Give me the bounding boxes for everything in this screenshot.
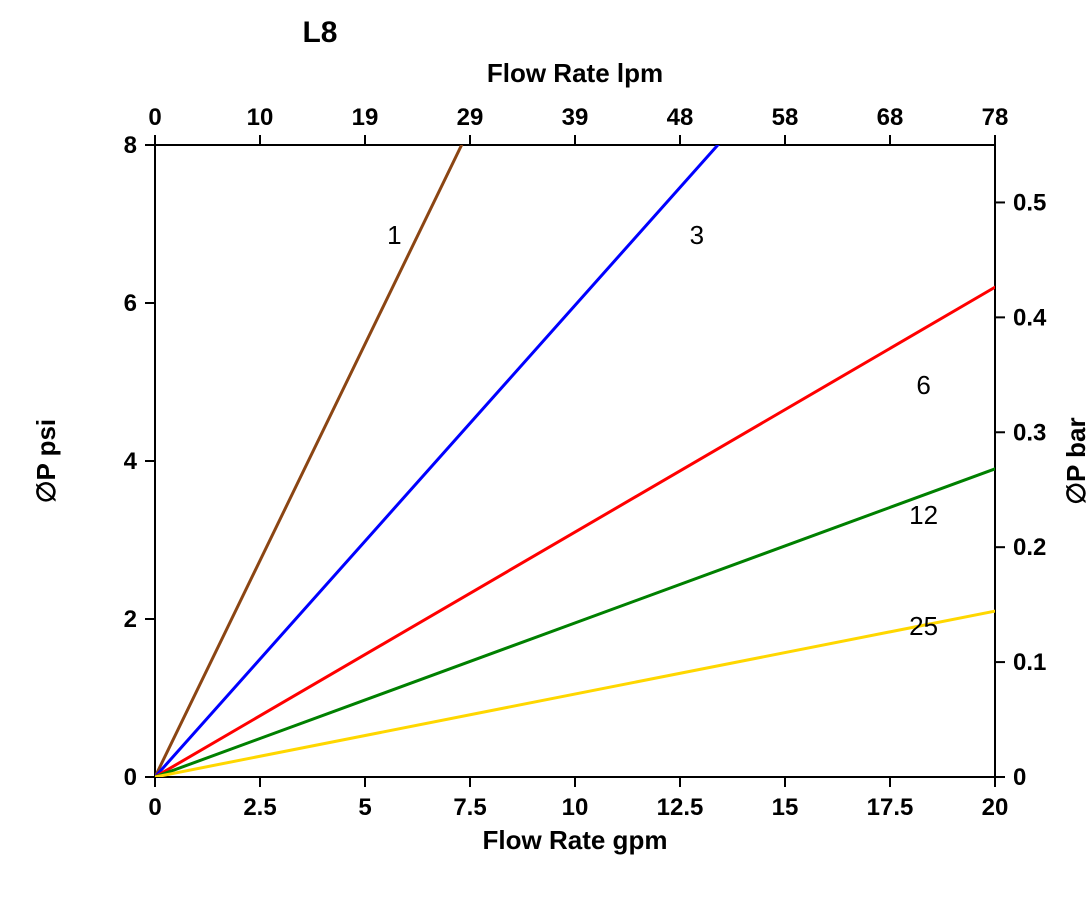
tick-label-left: 0 xyxy=(124,764,137,791)
tick-label-left: 4 xyxy=(124,448,138,475)
tick-label-top: 10 xyxy=(247,104,274,131)
series-label-1: 1 xyxy=(387,220,401,250)
tick-label-left: 2 xyxy=(124,606,137,633)
tick-label-bottom: 0 xyxy=(148,794,161,821)
tick-label-right: 0.1 xyxy=(1013,649,1046,676)
series-label-25: 25 xyxy=(909,611,938,641)
axis-title-right: ∅P bar xyxy=(1061,417,1086,504)
tick-label-bottom: 17.5 xyxy=(867,794,914,821)
tick-label-right: 0 xyxy=(1013,764,1026,791)
tick-label-left: 8 xyxy=(124,132,137,159)
series-label-6: 6 xyxy=(916,370,930,400)
axis-title-bottom: Flow Rate gpm xyxy=(483,825,668,855)
tick-label-right: 0.4 xyxy=(1013,304,1047,331)
tick-label-top: 58 xyxy=(772,104,799,131)
tick-label-right: 0.5 xyxy=(1013,189,1046,216)
tick-label-top: 68 xyxy=(877,104,904,131)
line-chart: L8Flow Rate lpm0101929394858687802.557.5… xyxy=(0,0,1086,908)
tick-label-bottom: 5 xyxy=(358,794,371,821)
tick-label-top: 29 xyxy=(457,104,484,131)
tick-label-bottom: 20 xyxy=(982,794,1009,821)
chart-container: L8Flow Rate lpm0101929394858687802.557.5… xyxy=(0,0,1086,908)
tick-label-bottom: 2.5 xyxy=(243,794,276,821)
series-label-3: 3 xyxy=(690,220,704,250)
chart-title: L8 xyxy=(302,16,337,49)
tick-label-left: 6 xyxy=(124,290,137,317)
tick-label-top: 78 xyxy=(982,104,1009,131)
tick-label-top: 19 xyxy=(352,104,379,131)
tick-label-bottom: 10 xyxy=(562,794,589,821)
axis-title-left: ∅P psi xyxy=(31,419,61,503)
tick-label-bottom: 7.5 xyxy=(453,794,486,821)
tick-label-right: 0.2 xyxy=(1013,534,1046,561)
axis-title-top: Flow Rate lpm xyxy=(487,58,663,88)
tick-label-top: 48 xyxy=(667,104,694,131)
tick-label-top: 39 xyxy=(562,104,589,131)
tick-label-top: 0 xyxy=(148,104,161,131)
tick-label-bottom: 15 xyxy=(772,794,799,821)
tick-label-right: 0.3 xyxy=(1013,419,1046,446)
tick-label-bottom: 12.5 xyxy=(657,794,704,821)
series-label-12: 12 xyxy=(909,500,938,530)
